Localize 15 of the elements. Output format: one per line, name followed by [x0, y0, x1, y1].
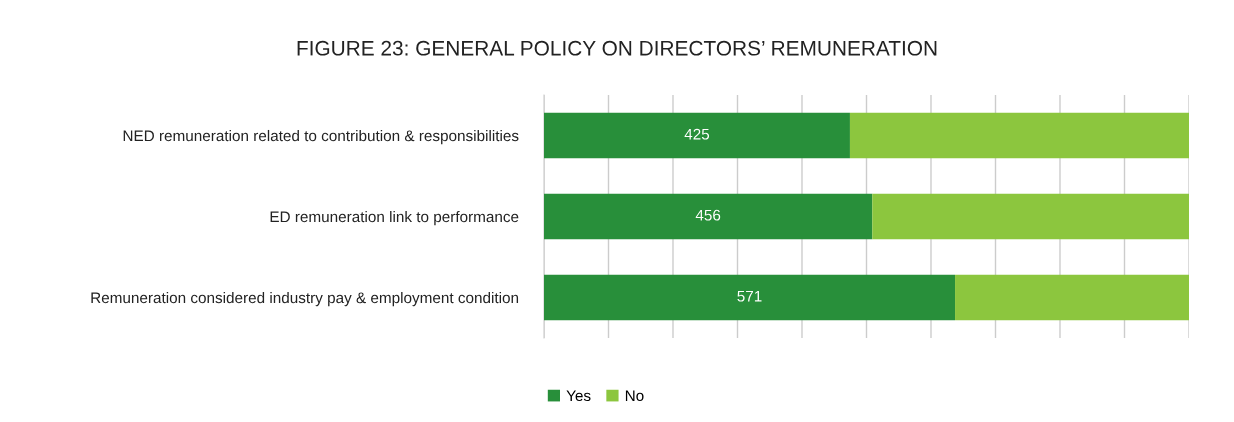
data-label: 456 — [695, 209, 721, 221]
data-label: 571 — [737, 290, 762, 302]
bar — [955, 274, 1189, 321]
chart-title: FIGURE 23: GENERAL POLICY ON DIRECTORS’ REMUNERATION — [297, 40, 937, 56]
data-label: 425 — [684, 128, 710, 140]
bar — [849, 112, 1189, 159]
legend-label: Yes — [566, 390, 591, 402]
bar — [872, 193, 1189, 240]
legend-label: No — [625, 390, 644, 402]
bar — [544, 112, 850, 159]
y-tick-label: NED remuneration related to contribution & responsibilities — [123, 129, 519, 145]
y-tick-label: ED remuneration link to performance — [270, 210, 519, 226]
bar — [544, 274, 956, 321]
bar — [544, 193, 873, 240]
y-tick-label: Remuneration considered industry pay & employment condition — [91, 291, 519, 307]
